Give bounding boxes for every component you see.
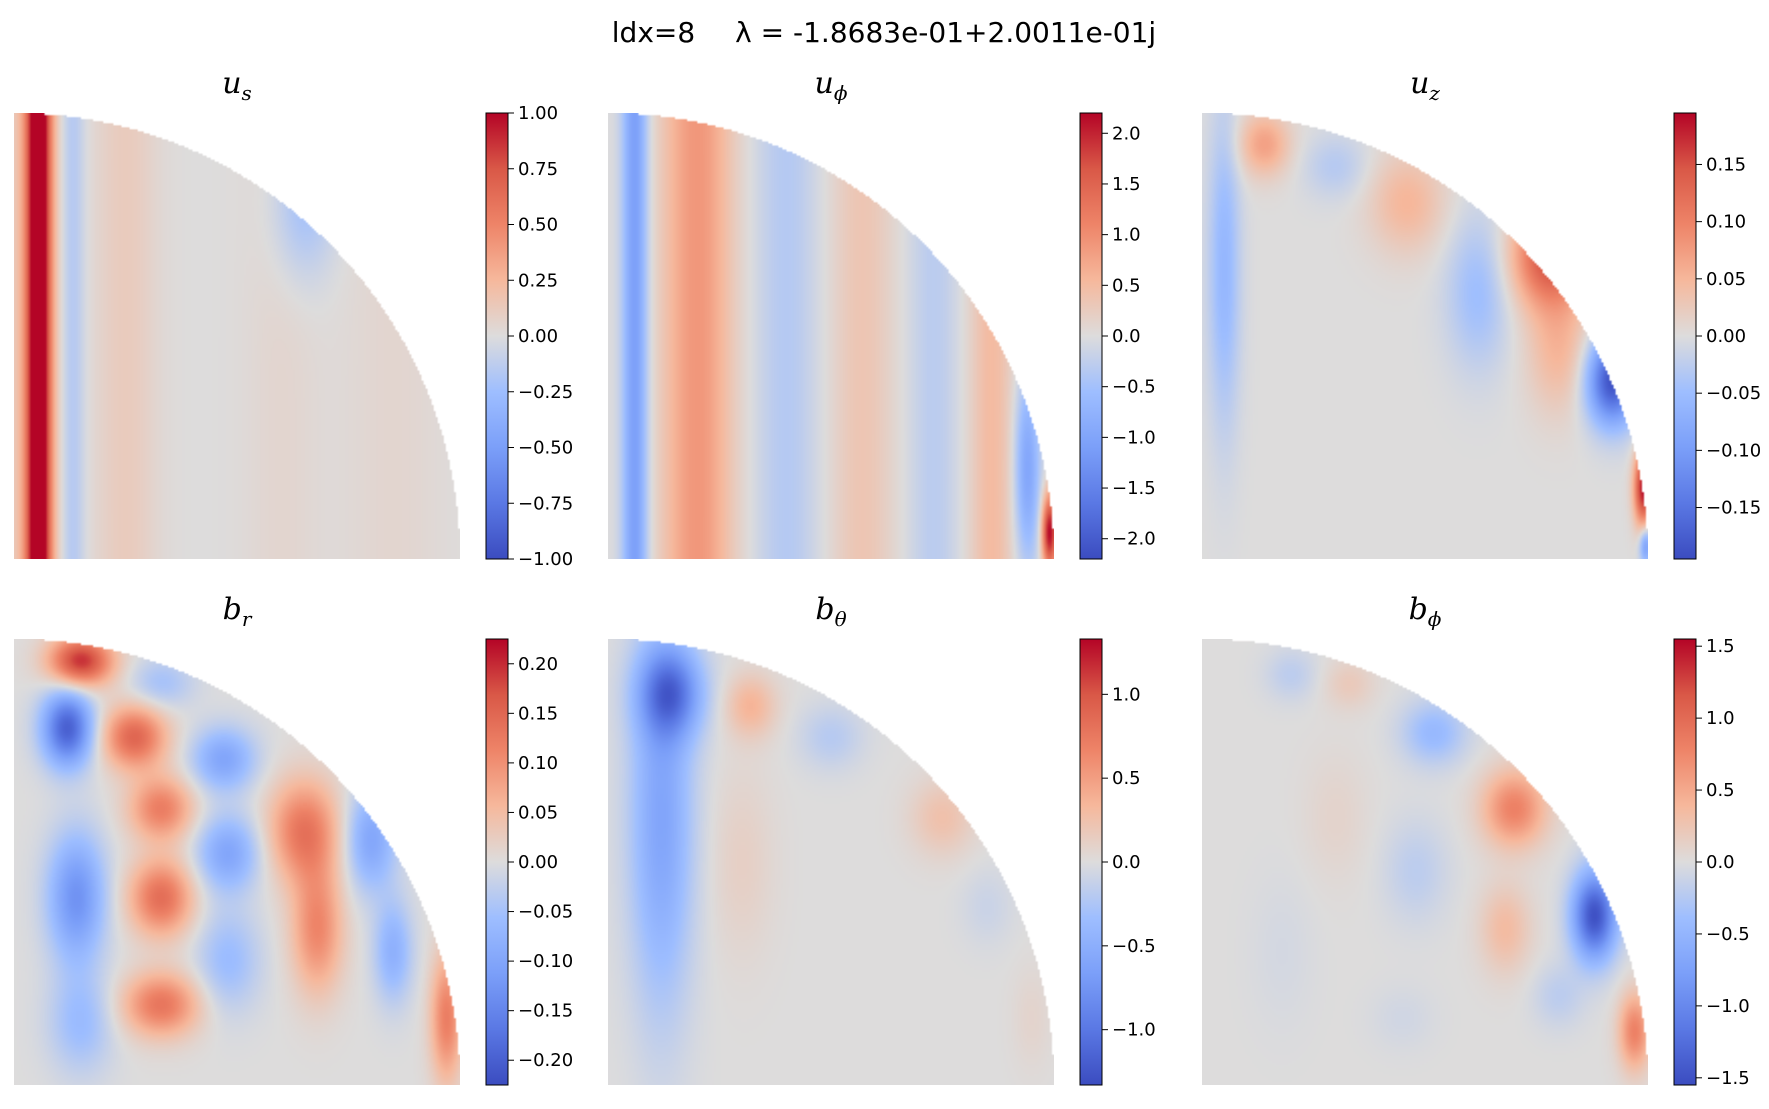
colorbar-tick-label: 0.00	[1706, 326, 1746, 347]
panel-title: uϕ	[815, 66, 848, 105]
field-image	[14, 113, 460, 559]
colorbar-tick-label: 0.15	[1706, 154, 1746, 175]
colorbar-tick-label: 0.00	[518, 326, 558, 347]
colorbar-gradient	[1080, 113, 1102, 559]
colorbar: −0.15 −0.10 −0.05 0.00 0.05 0.10 0.15	[1673, 112, 1761, 560]
colorbar-tick-label: −1.00	[518, 549, 573, 570]
panel-title-sub: ϕ	[1428, 607, 1442, 631]
colorbar: −1.00 −0.75 −0.50 −0.25 0.00 0.25 0.50 0.75 1.00	[485, 103, 573, 570]
colorbar-tick-label: −0.50	[518, 438, 573, 459]
panel-title: us	[222, 66, 252, 105]
title-eigenvalue: λ = -1.8683e-01+2.0011e-01j	[735, 16, 1156, 49]
colorbar-tick-label: 0.75	[518, 159, 558, 180]
colorbar-tick-label: −1.0	[1706, 996, 1750, 1017]
panel-title-main: u	[815, 66, 834, 101]
field-image	[608, 113, 1054, 559]
colorbar-tick-label: 0.05	[1706, 269, 1746, 290]
panels: us−1.00−0.75−0.50−0.250.000.250.500.751.…	[14, 66, 1761, 1089]
colorbar-gradient	[1674, 113, 1696, 559]
colorbar-tick-label: 0.0	[1112, 326, 1141, 347]
colorbar-tick-label: 0.10	[518, 753, 558, 774]
colorbar-tick-label: 1.0	[1112, 225, 1141, 246]
colorbar-gradient	[486, 639, 508, 1085]
panel-1: us −1.00 −0.75 −0.50 −0.25 0.00 0.25 0.50 0.75 1.…	[14, 66, 573, 570]
colorbar-tick-label: −0.75	[518, 493, 573, 514]
colorbar-tick-label: 2.0	[1112, 123, 1141, 144]
colorbar-tick-label: −2.0	[1112, 529, 1156, 550]
colorbar-tick-label: 0.15	[518, 703, 558, 724]
field-image	[1202, 639, 1648, 1085]
panel-title-sub: z	[1428, 81, 1440, 105]
colorbar-gradient	[1674, 639, 1696, 1085]
field-image	[608, 639, 1054, 1085]
colorbar-tick-label: −0.15	[518, 1001, 573, 1022]
colorbar-tick-label: 0.10	[1706, 212, 1746, 233]
colorbar: −1.0 −0.5 0.0 0.5 1.0	[1079, 638, 1156, 1086]
panel-3: uz −0.15 −0.10 −0.05 0.00 0.05 0.10 0.15	[1202, 66, 1761, 560]
colorbar: −2.0 −1.5 −1.0 −0.5 0.0 0.5 1.0 1.5 2.0	[1079, 112, 1156, 560]
panel-title: uz	[1410, 66, 1440, 105]
colorbar-tick-label: 0.0	[1706, 852, 1735, 873]
colorbar-tick-label: −0.10	[518, 951, 573, 972]
colorbar-gradient	[486, 113, 508, 559]
panel-6: bϕ −1.5 −1.0 −0.5 0.0 0.5 1.0 1.5	[1202, 592, 1750, 1089]
panel-title-sub: ϕ	[834, 81, 848, 105]
figure-title: ldx=8 λ = -1.8683e-01+2.0011e-01j	[612, 16, 1156, 49]
colorbar-tick-label: 1.5	[1112, 174, 1141, 195]
panel-title-main: u	[222, 66, 241, 101]
colorbar-tick-label: −0.15	[1706, 498, 1761, 519]
colorbar-tick-label: 0.5	[1706, 780, 1735, 801]
panel-title-main: b	[815, 592, 834, 627]
panel-title-sub: r	[242, 607, 253, 631]
colorbar-tick-label: −0.05	[518, 902, 573, 923]
colorbar-tick-label: 0.20	[518, 654, 558, 675]
panel-title: bϕ	[1409, 592, 1442, 631]
colorbar-tick-label: 1.00	[518, 103, 558, 124]
panel-title-main: b	[223, 592, 242, 627]
colorbar-tick-label: −1.0	[1112, 1020, 1156, 1041]
colorbar: −1.5 −1.0 −0.5 0.0 0.5 1.0 1.5	[1673, 636, 1750, 1089]
colorbar-tick-label: 0.0	[1112, 852, 1141, 873]
colorbar-tick-label: −0.05	[1706, 383, 1761, 404]
panel-title: bθ	[815, 592, 846, 631]
panel-5: bθ −1.0 −0.5 0.0 0.5 1.0	[608, 592, 1156, 1086]
title-index: ldx=8	[612, 16, 695, 49]
panel-title-sub: s	[242, 81, 252, 105]
colorbar-tick-label: −0.5	[1706, 924, 1750, 945]
panel-title: br	[223, 592, 253, 631]
colorbar-tick-label: 1.0	[1706, 708, 1735, 729]
colorbar-tick-label: 0.05	[518, 802, 558, 823]
colorbar-tick-label: −0.10	[1706, 440, 1761, 461]
panel-title-main: u	[1410, 66, 1429, 101]
colorbar-tick-label: 1.5	[1706, 636, 1735, 657]
panel-2: uϕ −2.0 −1.5 −1.0 −0.5 0.0 0.5 1.0 1.5 2.0	[608, 66, 1156, 560]
colorbar-tick-label: −0.20	[518, 1050, 573, 1071]
colorbar-tick-label: 0.5	[1112, 768, 1141, 789]
field-image	[14, 639, 460, 1085]
colorbar-tick-label: −1.5	[1706, 1068, 1750, 1089]
panel-title-sub: θ	[835, 607, 847, 631]
colorbar-tick-label: −1.0	[1112, 427, 1156, 448]
panel-title-main: b	[1409, 592, 1428, 627]
colorbar: −0.20 −0.15 −0.10 −0.05 0.00 0.05 0.10 0.15 0.20	[485, 638, 573, 1086]
colorbar-tick-label: 1.0	[1112, 684, 1141, 705]
colorbar-tick-label: −1.5	[1112, 478, 1156, 499]
colorbar-tick-label: −0.25	[518, 382, 573, 403]
colorbar-tick-label: 0.25	[518, 270, 558, 291]
colorbar-tick-label: 0.00	[518, 852, 558, 873]
colorbar-tick-label: −0.5	[1112, 936, 1156, 957]
colorbar-tick-label: 0.50	[518, 215, 558, 236]
colorbar-tick-label: −0.5	[1112, 377, 1156, 398]
panel-4: br −0.20 −0.15 −0.10 −0.05 0.00 0.05 0.10 0.15 0.…	[14, 592, 573, 1086]
colorbar-gradient	[1080, 639, 1102, 1085]
field-image	[1202, 113, 1648, 559]
colorbar-tick-label: 0.5	[1112, 275, 1141, 296]
